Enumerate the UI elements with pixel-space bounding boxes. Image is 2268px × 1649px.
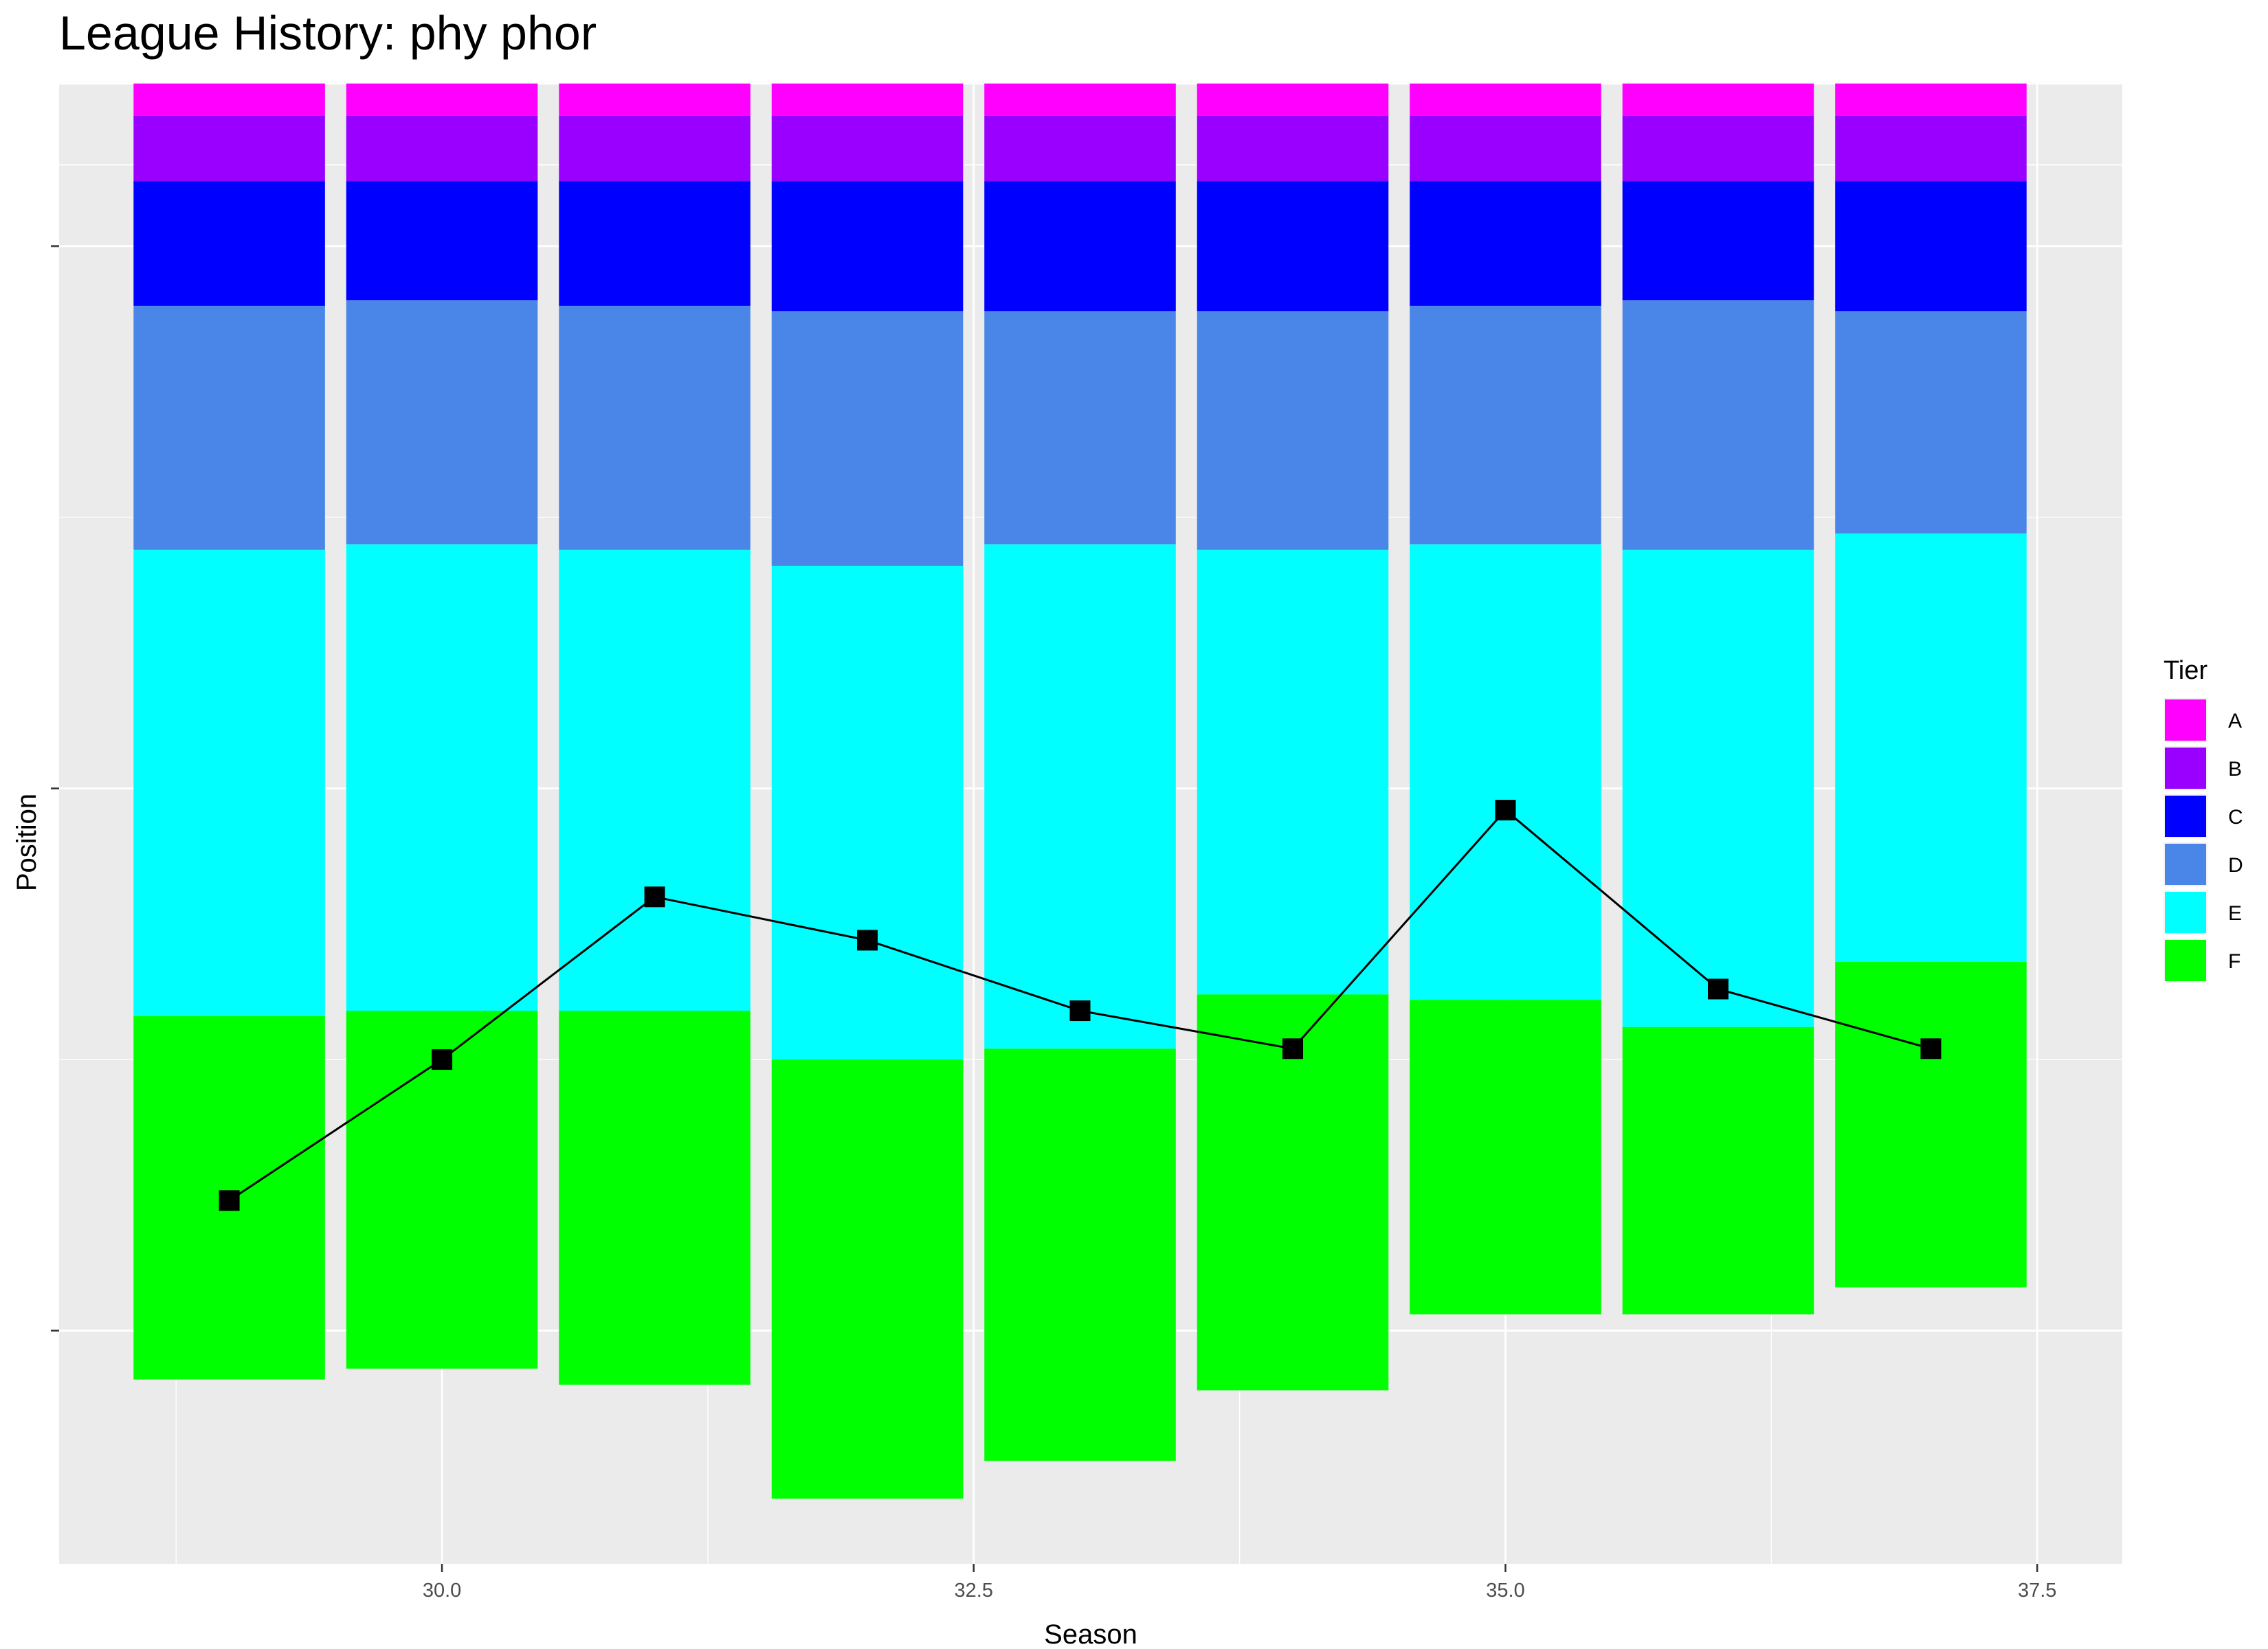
bar-season-31-tier-C: [559, 181, 751, 306]
point-season-31: [644, 886, 665, 908]
bar-season-35-tier-C: [1410, 181, 1601, 306]
bar-season-37-tier-C: [1835, 181, 2027, 312]
bar-season-37-tier-D: [1835, 311, 2027, 534]
bar-season-29-tier-D: [133, 306, 325, 550]
legend-swatch-C: [2165, 796, 2206, 837]
bar-season-32-tier-D: [771, 311, 964, 566]
x-axis: 30.0 32.5 35.0 37.5: [423, 1564, 2056, 1602]
bar-season-33-tier-B: [984, 115, 1176, 181]
bar-season-37-tier-A: [1835, 83, 2027, 116]
x-axis-title: Season: [1044, 1619, 1137, 1649]
bar-season-36-tier-A: [1622, 83, 1814, 116]
bar-season-36-tier-C: [1622, 181, 1814, 301]
bar-season-36-tier-D: [1622, 300, 1814, 550]
bar-season-31-tier-B: [559, 115, 751, 181]
legend-label-E: E: [2228, 902, 2242, 925]
bar-season-36-tier-F: [1622, 1027, 1814, 1314]
bar-season-30-tier-F: [346, 1011, 538, 1369]
bar-season-34-tier-E: [1197, 550, 1389, 995]
stacked-bars: [133, 83, 2027, 1499]
bar-season-34-tier-B: [1197, 115, 1389, 181]
legend-swatch-F: [2165, 940, 2206, 981]
bar-season-34-tier-F: [1197, 994, 1389, 1391]
legend: Tier A B C D E F: [2164, 656, 2243, 983]
bar-season-29-tier-A: [133, 83, 325, 116]
bar-season-30-tier-A: [346, 83, 538, 116]
point-season-32: [857, 930, 878, 951]
legend-label-A: A: [2228, 710, 2242, 732]
bar-season-31-tier-E: [559, 550, 751, 1011]
y-axis: [51, 245, 59, 1332]
point-season-33: [1069, 1000, 1091, 1022]
bar-season-34-tier-A: [1197, 83, 1389, 116]
bar-season-32-tier-B: [771, 115, 964, 181]
bar-season-33-tier-D: [984, 311, 1176, 545]
bar-season-35-tier-D: [1410, 306, 1601, 545]
legend-label-D: D: [2228, 854, 2243, 877]
bar-season-31-tier-A: [559, 83, 751, 116]
x-tick-label-3: 37.5: [2018, 1580, 2056, 1602]
bar-season-31-tier-D: [559, 306, 751, 550]
chart-title: League History: phy phor: [59, 6, 597, 60]
bar-season-37-tier-F: [1835, 962, 2027, 1288]
bar-season-33-tier-F: [984, 1048, 1176, 1461]
legend-label-F: F: [2228, 950, 2241, 973]
point-season-37: [1920, 1038, 1942, 1059]
point-season-30: [432, 1049, 453, 1070]
legend-label-B: B: [2228, 758, 2242, 781]
x-tick-label-2: 35.0: [1486, 1580, 1524, 1602]
bar-season-32-tier-E: [771, 565, 964, 1060]
bar-season-35-tier-E: [1410, 544, 1601, 1000]
legend-swatch-A: [2165, 699, 2206, 741]
bar-season-29-tier-C: [133, 181, 325, 306]
legend-swatch-E: [2165, 892, 2206, 933]
bar-season-34-tier-C: [1197, 181, 1389, 312]
bar-season-35-tier-B: [1410, 115, 1601, 181]
bar-season-33-tier-A: [984, 83, 1176, 116]
legend-swatch-B: [2165, 748, 2206, 789]
bar-season-29-tier-E: [133, 550, 325, 1016]
bar-season-33-tier-C: [984, 181, 1176, 312]
bar-season-30-tier-C: [346, 181, 538, 301]
position-points: [219, 800, 1942, 1211]
bar-season-31-tier-F: [559, 1011, 751, 1385]
bar-season-30-tier-B: [346, 115, 538, 181]
y-axis-title: Position: [12, 794, 42, 891]
x-tick-label-0: 30.0: [423, 1580, 461, 1602]
legend-swatch-D: [2165, 844, 2206, 885]
bar-season-29-tier-B: [133, 115, 325, 181]
point-season-35: [1495, 800, 1516, 821]
point-season-34: [1282, 1038, 1304, 1059]
x-tick-label-1: 32.5: [955, 1580, 993, 1602]
bar-season-30-tier-E: [346, 544, 538, 1011]
bar-season-30-tier-D: [346, 300, 538, 545]
bar-season-36-tier-E: [1622, 550, 1814, 1027]
bar-season-35-tier-A: [1410, 83, 1601, 116]
legend-label-C: C: [2228, 806, 2243, 829]
bar-season-35-tier-F: [1410, 1000, 1601, 1314]
bar-season-33-tier-E: [984, 544, 1176, 1049]
bar-season-36-tier-B: [1622, 115, 1814, 181]
legend-title: Tier: [2164, 656, 2208, 685]
bar-season-37-tier-B: [1835, 115, 2027, 181]
point-season-29: [219, 1190, 240, 1211]
bar-season-37-tier-E: [1835, 533, 2027, 963]
bar-season-32-tier-C: [771, 181, 964, 312]
bar-season-32-tier-A: [771, 83, 964, 116]
bar-season-32-tier-F: [771, 1059, 964, 1499]
bar-season-34-tier-D: [1197, 311, 1389, 550]
point-season-36: [1707, 978, 1728, 1000]
